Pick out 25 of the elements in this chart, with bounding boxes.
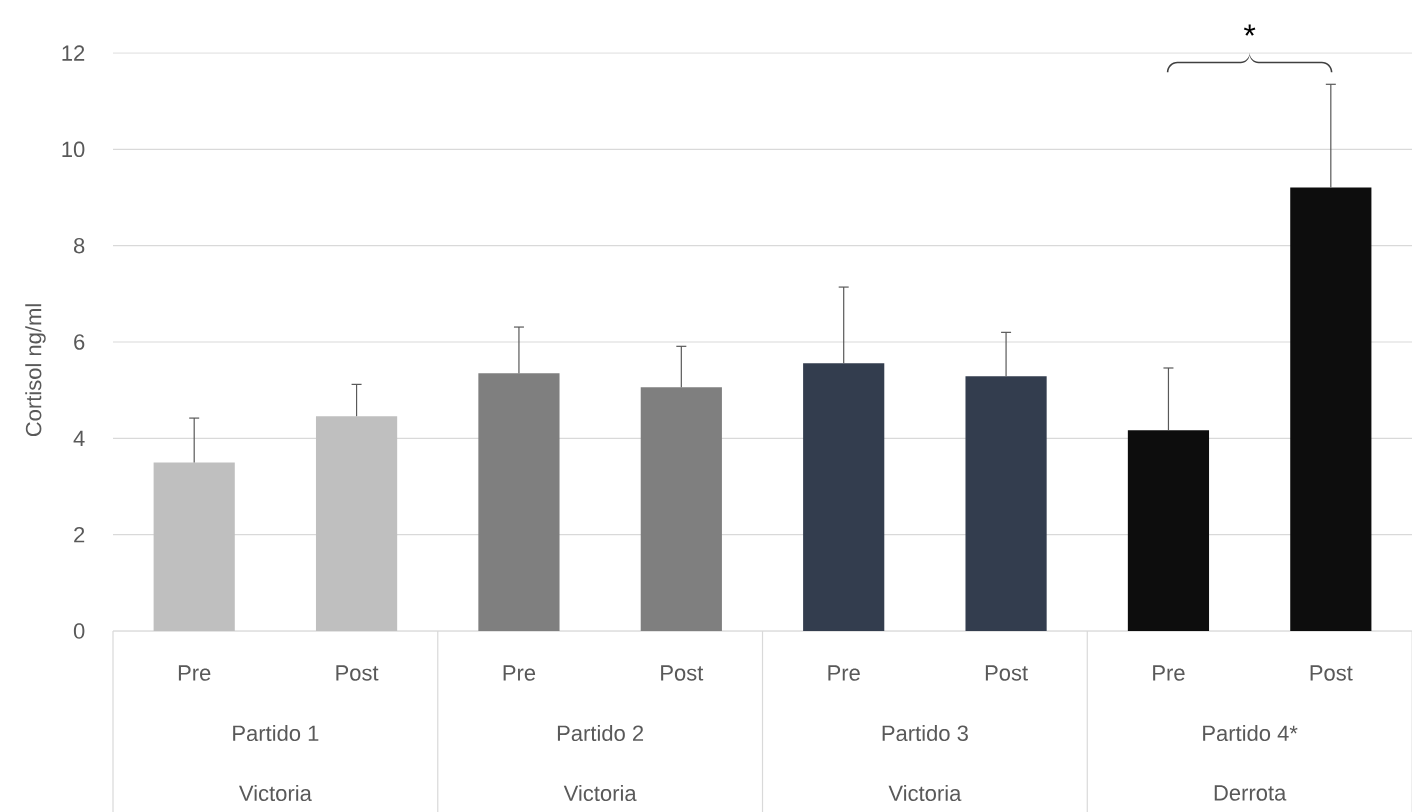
y-tick-label: 0 <box>73 623 85 639</box>
text: Partido 2 <box>557 724 644 742</box>
x-tick-label: Pre <box>503 665 536 681</box>
text: Victoria <box>239 784 312 802</box>
y-tick-label: 10 <box>62 141 85 158</box>
text: Victoria <box>888 784 962 802</box>
text: Derrota <box>1214 785 1287 801</box>
y-tick-label: 6 <box>74 334 85 350</box>
x-tick-label: Post <box>336 665 379 681</box>
x-tick-label: Post <box>661 665 704 681</box>
y-tick-label: 2 <box>74 527 85 543</box>
x-tick-label: Pre <box>828 665 860 681</box>
x-tick-label: Pre <box>1153 665 1185 681</box>
y-tick-label: 8 <box>73 237 85 254</box>
text: * <box>1243 24 1256 36</box>
x-tick-label: Pre <box>178 665 211 681</box>
y-tick-label: 12 <box>62 45 85 61</box>
x-tick-label: Post <box>1310 665 1353 681</box>
text: Partido 3 <box>882 724 968 742</box>
text: Partido 1 <box>233 724 319 742</box>
y-tick-label: 4 <box>73 430 85 446</box>
text: Partido 4* <box>1203 724 1298 742</box>
x-tick-label: Post <box>985 665 1028 681</box>
y-axis-title: Cortisol ng/ml <box>25 304 46 437</box>
text: Victoria <box>563 784 637 802</box>
